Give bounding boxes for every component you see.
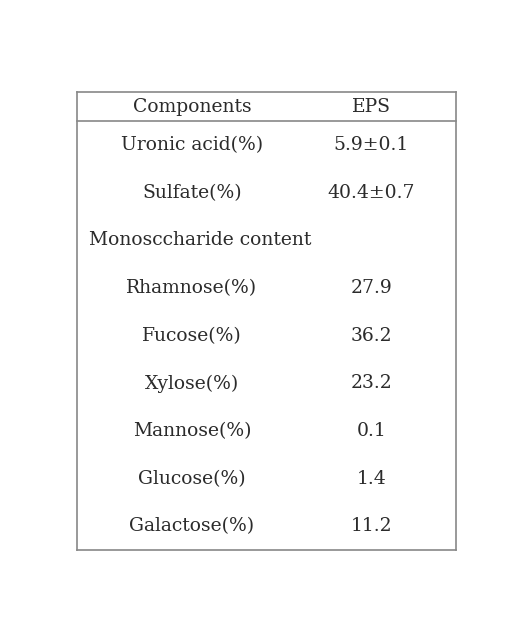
Text: 1.4: 1.4: [356, 470, 386, 488]
Text: 23.2: 23.2: [350, 374, 392, 392]
Text: Uronic acid(%): Uronic acid(%): [121, 136, 263, 154]
Text: Fucose(%): Fucose(%): [142, 327, 242, 345]
Text: Components: Components: [133, 98, 251, 116]
Text: Monosccharide content: Monosccharide content: [89, 232, 311, 249]
Text: 5.9±0.1: 5.9±0.1: [334, 136, 409, 154]
Text: 11.2: 11.2: [350, 517, 392, 536]
Text: Rhamnose(%): Rhamnose(%): [126, 279, 257, 297]
Text: Mannose(%): Mannose(%): [133, 422, 251, 440]
Text: 40.4±0.7: 40.4±0.7: [328, 184, 415, 202]
Text: 27.9: 27.9: [350, 279, 392, 297]
Text: 36.2: 36.2: [350, 327, 392, 345]
Text: Glucose(%): Glucose(%): [138, 470, 246, 488]
Text: EPS: EPS: [352, 98, 391, 116]
Text: 0.1: 0.1: [356, 422, 386, 440]
Text: Xylose(%): Xylose(%): [145, 374, 239, 392]
Text: Galactose(%): Galactose(%): [129, 517, 254, 536]
Text: Sulfate(%): Sulfate(%): [142, 184, 242, 202]
